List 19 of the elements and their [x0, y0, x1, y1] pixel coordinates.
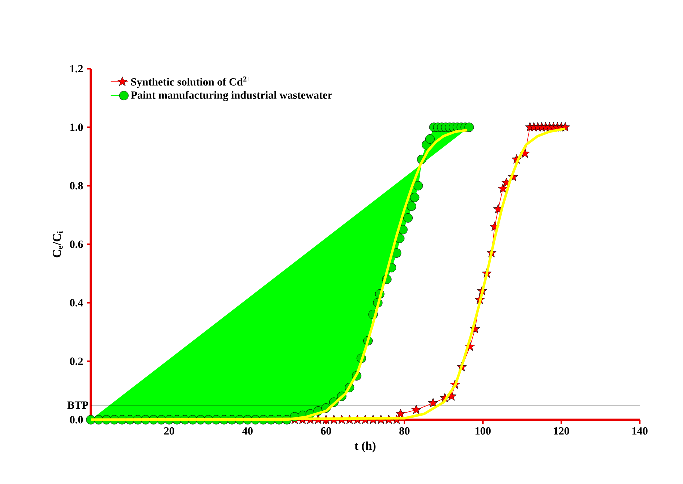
x-axis-title: t (h)	[354, 442, 376, 453]
y-tick-label: 0.0	[70, 416, 84, 424]
y-tick-label: 1.2	[70, 65, 84, 73]
x-tick-label: 60	[321, 428, 332, 435]
y-tick-label: 0.4	[70, 299, 84, 307]
x-tick-label: 100	[476, 428, 491, 435]
y-tick-label: 0.8	[70, 182, 84, 190]
y-axis-title: C$_{e}$/C$_{i}$	[53, 231, 63, 258]
y-tick-label: 1.0	[70, 124, 84, 132]
x-tick-label: 140	[632, 428, 648, 435]
x-tick-label: 120	[554, 428, 570, 435]
y-tick-label: 0.6	[70, 240, 84, 248]
legend-label: Synthetic solution of Cd$^{2+}$	[131, 76, 251, 88]
ref-line-label: BTP	[68, 402, 88, 409]
y-tick-label: 0.2	[70, 358, 84, 366]
x-tick-label: 80	[400, 428, 410, 435]
legend-label: Paint manufacturing industrial wastewater	[131, 91, 332, 102]
x-tick-label: 40	[242, 428, 253, 435]
x-tick-label: 20	[164, 428, 174, 435]
